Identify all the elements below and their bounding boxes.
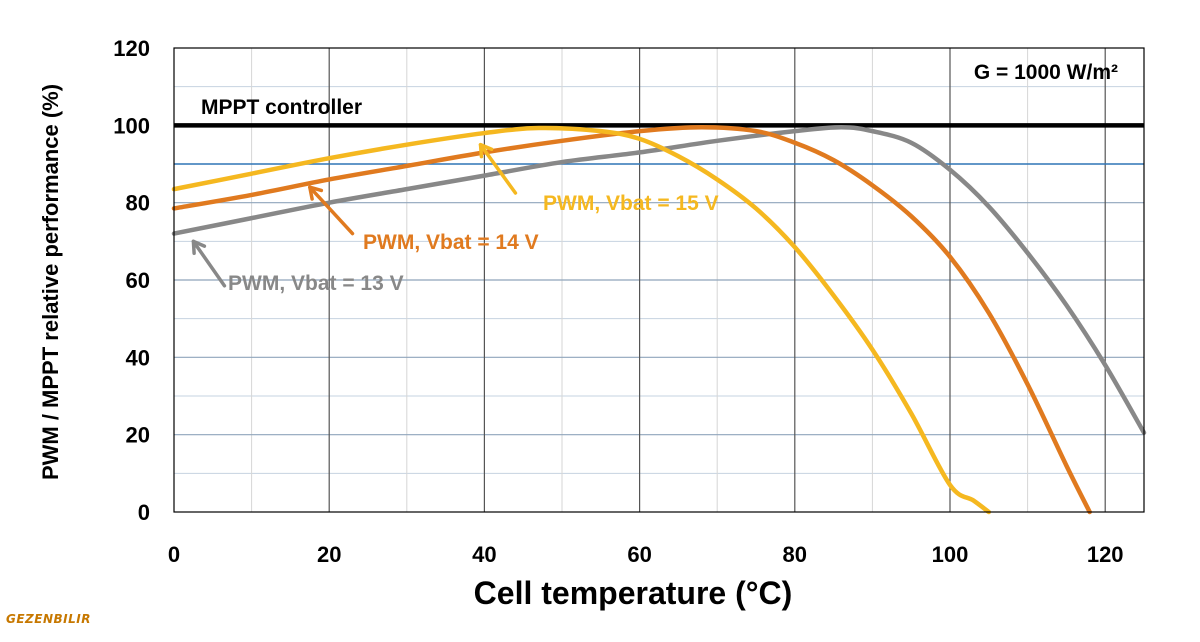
y-tick-label: 60 [126,268,150,293]
y-axis-title: PWM / MPPT relative performance (%) [38,84,63,480]
annotation-pwm-15v: PWM, Vbat = 15 V [543,192,719,215]
series-line-pwm-13v [171,125,1147,435]
annotation-mppt: MPPT controller [201,96,362,119]
x-tick-label: 0 [168,542,180,567]
y-tick-label: 80 [126,191,150,216]
plot-frame [173,47,1145,513]
y-tick-label: 20 [126,423,150,448]
condition-label: G = 1000 W/m² [974,61,1118,84]
y-tick-label: 100 [113,113,150,138]
arrow-pwm-14v [308,185,355,236]
x-tick-label: 60 [627,542,651,567]
x-axis-title: Cell temperature (°C) [474,575,793,611]
y-tick-label: 40 [126,345,150,370]
arrow-pwm-13v [191,239,227,288]
arrow-pwm-15v [478,142,518,195]
x-tick-label: 80 [783,542,807,567]
x-tick-labels: 0 20 40 60 80 100 120 [168,542,1124,567]
annotation-pwm-14v: PWM, Vbat = 14 V [363,231,539,254]
series-line-pwm-15v [171,125,992,515]
watermark-logo: GEZENBILIR [6,612,91,626]
y-tick-label: 0 [138,500,150,525]
series-line-pwm-14v [171,125,1092,515]
annotation-pwm-13v: PWM, Vbat = 13 V [228,272,404,295]
y-tick-label: 120 [113,36,150,61]
annotation-arrows [191,142,518,288]
y-tick-labels: 0 20 40 60 80 100 120 [113,36,150,525]
x-tick-label: 40 [472,542,496,567]
x-tick-label: 100 [932,542,969,567]
reference-lines [174,123,1144,165]
x-tick-label: 20 [317,542,341,567]
series-lines [171,125,1147,515]
x-tick-label: 120 [1087,542,1124,567]
